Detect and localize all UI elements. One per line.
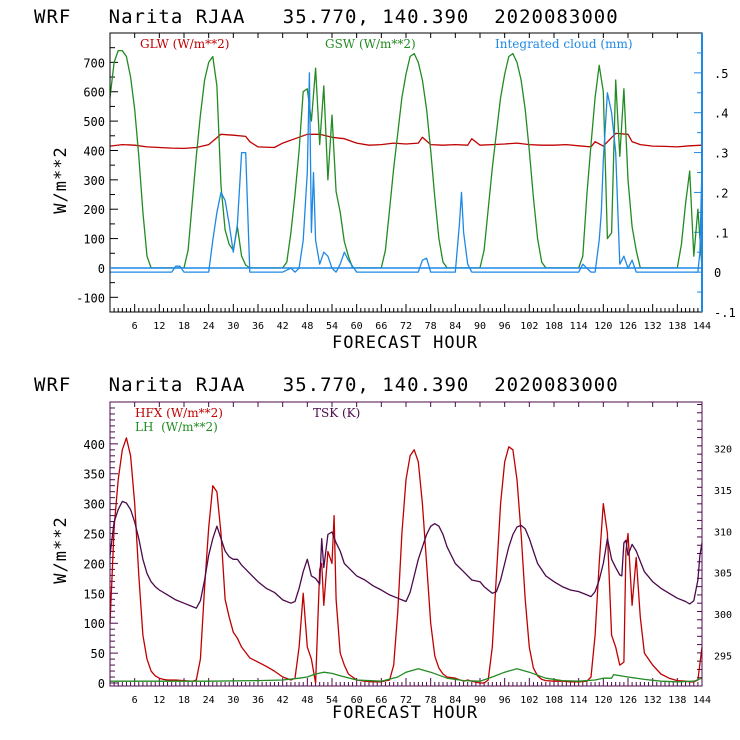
x-tick-label: 90 bbox=[474, 321, 486, 332]
x-tick-label: 102 bbox=[520, 695, 538, 706]
y-tick-label: 300 bbox=[83, 174, 105, 188]
y2-tick-label: 0 bbox=[714, 266, 721, 280]
x-tick-label: 48 bbox=[301, 695, 313, 706]
x-tick-label: 54 bbox=[326, 695, 338, 706]
y2-tick-label: .5 bbox=[714, 67, 728, 81]
x-tick-label: 54 bbox=[326, 321, 338, 332]
x-tick-label: 138 bbox=[668, 695, 686, 706]
chart-1-xlabel: FORECAST HOUR bbox=[332, 333, 478, 353]
x-tick-label: 132 bbox=[644, 695, 662, 706]
x-tick-label: 36 bbox=[252, 321, 264, 332]
x-tick-label: 132 bbox=[644, 321, 662, 332]
x-tick-label: 108 bbox=[545, 695, 563, 706]
x-tick-label: 126 bbox=[619, 695, 637, 706]
chart-2-xlabel: FORECAST HOUR bbox=[332, 703, 478, 723]
y2-tick-label: 295 bbox=[714, 652, 732, 663]
x-tick-label: 12 bbox=[153, 321, 165, 332]
x-tick-label: 66 bbox=[375, 321, 387, 332]
x-tick-label: 138 bbox=[668, 321, 686, 332]
y-tick-label: 600 bbox=[83, 86, 105, 100]
x-tick-label: 72 bbox=[400, 695, 412, 706]
legend-hfx: HFX (W/m**2) bbox=[135, 406, 223, 420]
chart-2-ylabel: W/m**2 bbox=[51, 516, 71, 583]
y2-tick-label: .3 bbox=[714, 147, 728, 161]
x-tick-label: 6 bbox=[132, 695, 138, 706]
series-line-lh bbox=[110, 668, 703, 683]
y-tick-label: 300 bbox=[83, 498, 105, 512]
series-line-gsw bbox=[109, 49, 703, 269]
y2-tick-label: .1 bbox=[714, 226, 728, 240]
legend-glw: GLW (W/m**2) bbox=[140, 37, 229, 51]
x-tick-label: 114 bbox=[570, 695, 588, 706]
y-tick-label: 0 bbox=[98, 677, 105, 691]
y2-tick-label: 300 bbox=[714, 610, 732, 621]
x-tick-label: 18 bbox=[178, 695, 190, 706]
x-tick-label: 60 bbox=[351, 695, 363, 706]
y-tick-label: -100 bbox=[76, 291, 105, 305]
y2-tick-label: .2 bbox=[714, 186, 728, 200]
y-tick-label: 400 bbox=[83, 438, 105, 452]
y-tick-label: 150 bbox=[83, 587, 105, 601]
x-tick-label: 66 bbox=[375, 695, 387, 706]
chart-2-plot-frame bbox=[109, 401, 703, 687]
x-tick-label: 144 bbox=[693, 695, 711, 706]
x-tick-label: 18 bbox=[178, 321, 190, 332]
chart-2-title: WRF Narita RJAA 35.770, 140.390 20200830… bbox=[34, 374, 619, 396]
y-tick-label: 50 bbox=[91, 647, 105, 661]
x-tick-label: 6 bbox=[132, 321, 138, 332]
y2-tick-label: -.1 bbox=[714, 306, 736, 320]
x-tick-label: 24 bbox=[203, 695, 215, 706]
legend-lh: LH (W/m**2) bbox=[135, 420, 218, 434]
y2-tick-label: 305 bbox=[714, 569, 732, 580]
legend-gsw: GSW (W/m**2) bbox=[325, 37, 416, 51]
x-tick-label: 114 bbox=[570, 321, 588, 332]
legend-integrated-cloud: Integrated cloud (mm) bbox=[495, 37, 633, 51]
x-tick-label: 36 bbox=[252, 695, 264, 706]
x-tick-label: 60 bbox=[351, 321, 363, 332]
chart-2-flux-skin-temp: 6 12 18 24 30 36 42 48 54 60 66 72 78 84 90 96 102 108 114… bbox=[51, 401, 732, 723]
x-tick-label: 72 bbox=[400, 321, 412, 332]
series-line-integrated bbox=[110, 72, 703, 273]
x-tick-label: 120 bbox=[594, 695, 612, 706]
x-tick-label: 30 bbox=[227, 695, 239, 706]
y-tick-label: 700 bbox=[83, 56, 105, 70]
y-tick-label: 100 bbox=[83, 617, 105, 631]
x-tick-label: 84 bbox=[449, 695, 461, 706]
x-tick-label: 96 bbox=[499, 695, 511, 706]
y2-tick-label: 320 bbox=[714, 445, 732, 456]
x-tick-label: 108 bbox=[545, 321, 563, 332]
series-line-tsk bbox=[109, 500, 703, 609]
y2-tick-label: 310 bbox=[714, 527, 732, 538]
x-tick-label: 144 bbox=[693, 321, 711, 332]
x-tick-label: 120 bbox=[594, 321, 612, 332]
chart-1-title: WRF Narita RJAA 35.770, 140.390 20200830… bbox=[34, 6, 619, 28]
y-tick-label: 200 bbox=[83, 203, 105, 217]
chart-1-ylabel: W/m**2 bbox=[51, 146, 71, 213]
x-tick-label: 42 bbox=[277, 695, 289, 706]
x-tick-label: 90 bbox=[474, 695, 486, 706]
y-tick-label: 100 bbox=[83, 233, 105, 247]
y-tick-label: 250 bbox=[83, 528, 105, 542]
x-tick-label: 48 bbox=[301, 321, 313, 332]
y-tick-label: 350 bbox=[83, 468, 105, 482]
y-tick-label: 0 bbox=[98, 262, 105, 276]
chart-1-radiation-cloud: 6 12 18 24 30 36 42 48 54 60 66 72 78 84 90 96 102 108 114… bbox=[51, 32, 736, 353]
x-tick-label: 84 bbox=[449, 321, 461, 332]
x-tick-label: 24 bbox=[203, 321, 215, 332]
x-tick-label: 126 bbox=[619, 321, 637, 332]
y-tick-label: 400 bbox=[83, 144, 105, 158]
x-tick-label: 78 bbox=[425, 695, 437, 706]
legend-tsk: TSK (K) bbox=[313, 406, 360, 420]
x-tick-label: 30 bbox=[227, 321, 239, 332]
x-tick-label: 42 bbox=[277, 321, 289, 332]
x-tick-label: 96 bbox=[499, 321, 511, 332]
y-tick-label: 500 bbox=[83, 115, 105, 129]
series-line-hfx bbox=[109, 437, 703, 684]
x-tick-label: 102 bbox=[520, 321, 538, 332]
x-tick-label: 78 bbox=[425, 321, 437, 332]
y2-tick-label: 315 bbox=[714, 486, 732, 497]
x-tick-label: 12 bbox=[153, 695, 165, 706]
y-tick-label: 200 bbox=[83, 557, 105, 571]
y2-tick-label: .4 bbox=[714, 107, 728, 121]
